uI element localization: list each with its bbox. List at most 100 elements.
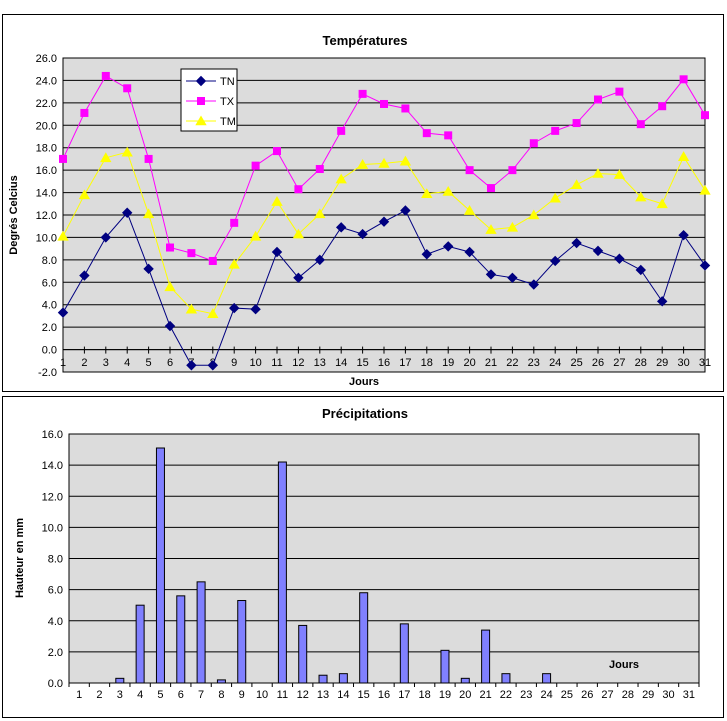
bar-day-5 xyxy=(155,447,165,684)
triangle-marker xyxy=(78,189,91,200)
triangle-marker xyxy=(100,152,112,163)
y-tick-label: 10.0 xyxy=(36,232,57,244)
square-marker xyxy=(273,147,281,156)
x-tick-label: 4 xyxy=(124,357,130,369)
triangle-marker xyxy=(207,308,219,318)
diamond-marker xyxy=(357,228,368,240)
triangle-marker xyxy=(549,192,561,203)
x-tick-label: 1 xyxy=(76,689,82,701)
diamond-marker xyxy=(571,237,582,249)
x-tick-label: 24 xyxy=(549,357,561,369)
x-tick-label: 4 xyxy=(137,689,143,701)
chart-title: Précipitations xyxy=(322,406,408,421)
x-tick-label: 6 xyxy=(178,689,184,701)
y-tick-label: 24.0 xyxy=(36,75,57,87)
y-tick-label: 4.0 xyxy=(42,300,57,312)
triangle-marker xyxy=(164,281,176,292)
square-marker xyxy=(123,84,132,93)
bar-day-7 xyxy=(196,581,206,684)
x-tick-label: 29 xyxy=(642,689,654,701)
triangle-marker xyxy=(271,196,283,206)
square-marker xyxy=(658,102,667,111)
chart-title: Températures xyxy=(322,33,407,48)
diamond-marker xyxy=(79,270,90,281)
triangle-marker xyxy=(485,224,497,234)
triangle-marker xyxy=(356,159,369,169)
legend-diamond-marker xyxy=(195,75,207,87)
triangle-marker xyxy=(506,221,519,232)
triangle-marker xyxy=(656,198,668,209)
x-tick-label: 14 xyxy=(335,357,347,369)
triangle-marker xyxy=(228,258,240,269)
x-tick-label: 1 xyxy=(60,357,66,369)
x-tick-label: 21 xyxy=(485,357,497,369)
legend-item-label: TN xyxy=(220,76,235,88)
x-tick-label: 10 xyxy=(249,357,261,369)
precipitations-chart: Précipitations 16.0 14.0 12.0 10.0 8.0 6.0 4.0 2… xyxy=(2,396,724,718)
x-tick-label: 27 xyxy=(601,689,613,701)
y-tick-label: 16.0 xyxy=(36,165,57,177)
diamond-marker xyxy=(421,249,433,260)
diamond-marker xyxy=(507,272,518,284)
diamond-marker xyxy=(400,205,411,216)
x-tick-label: 13 xyxy=(314,357,326,369)
triangle-marker xyxy=(314,208,326,219)
x-tick-label: 14 xyxy=(337,689,349,701)
bar-day-12 xyxy=(298,624,308,684)
square-marker xyxy=(422,129,431,138)
x-tick-label: 17 xyxy=(398,689,410,701)
legend: TN TX TM xyxy=(180,68,238,132)
x-tick-label: 11 xyxy=(277,689,288,701)
square-marker xyxy=(465,166,474,175)
x-axis-title: Jours xyxy=(609,659,639,671)
y-tick-label: 6.0 xyxy=(42,277,57,289)
y-tick-label: 8.0 xyxy=(48,554,63,566)
x-tick-label: 31 xyxy=(699,357,711,369)
y-tick-label: 8.0 xyxy=(42,255,57,267)
diamond-marker xyxy=(335,222,347,233)
bar-day-6 xyxy=(176,595,186,684)
triangle-marker xyxy=(249,230,262,241)
diamond-marker xyxy=(250,303,261,315)
diamond-marker xyxy=(614,253,625,264)
diamond-marker xyxy=(57,307,69,318)
x-tick-label: 18 xyxy=(421,357,433,369)
square-marker xyxy=(101,71,110,80)
x-tick-label: 3 xyxy=(103,357,109,369)
bar-day-21 xyxy=(481,629,491,684)
x-tick-label: 27 xyxy=(613,357,625,369)
diamond-marker xyxy=(378,216,390,227)
x-tick-label: 11 xyxy=(271,357,282,369)
y-tick-label: 14.0 xyxy=(36,188,57,200)
square-marker xyxy=(294,185,303,194)
x-tick-label: 5 xyxy=(157,689,163,701)
square-marker xyxy=(144,154,153,163)
triangle-marker xyxy=(592,168,604,178)
x-tick-label: 19 xyxy=(442,357,454,369)
legend-item-label: TX xyxy=(220,96,235,108)
square-marker xyxy=(529,139,538,148)
square-marker xyxy=(315,165,324,174)
diamond-marker xyxy=(100,232,112,243)
x-tick-label: 26 xyxy=(581,689,593,701)
bar-day-19 xyxy=(440,649,450,684)
y-axis-title: Hauteur en mm xyxy=(14,518,26,598)
bars xyxy=(115,447,552,684)
diamond-marker xyxy=(143,263,154,275)
triangle-marker xyxy=(570,179,583,190)
triangle-marker xyxy=(442,185,454,196)
y-tick-label: 26.0 xyxy=(36,53,57,65)
bar-day-4 xyxy=(135,604,145,684)
triangle-marker xyxy=(57,230,69,241)
x-tick-label: 12 xyxy=(292,357,304,369)
y-tick-label: 4.0 xyxy=(48,616,63,628)
diamond-marker xyxy=(228,302,240,314)
series-tx xyxy=(59,71,709,265)
square-marker xyxy=(508,166,517,175)
triangle-marker xyxy=(142,208,155,219)
x-tick-label: 18 xyxy=(419,689,431,701)
diamond-marker xyxy=(592,245,604,257)
y-tick-label: 16.0 xyxy=(42,429,63,441)
x-tick-label: 6 xyxy=(167,357,173,369)
